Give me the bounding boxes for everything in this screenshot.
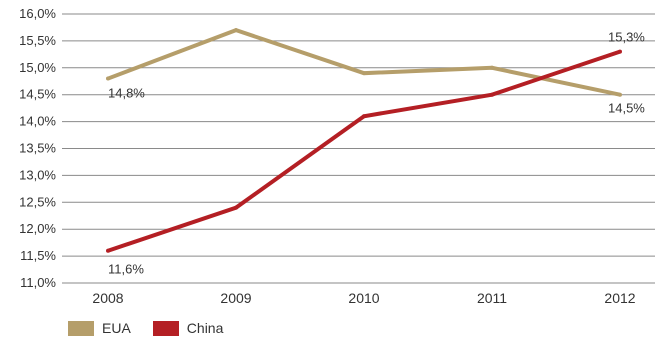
- data-point-china: [362, 114, 366, 119]
- data-point-eua: [106, 76, 110, 81]
- x-tick-label: 2011: [477, 290, 507, 306]
- data-label-china: 11,6%: [108, 262, 144, 277]
- data-label-china: 15,3%: [608, 30, 645, 45]
- series-line-china: [107, 49, 621, 253]
- legend-item-china: China: [152, 320, 224, 336]
- y-tick-label: 16,0%: [19, 6, 56, 21]
- x-tick-label: 2010: [348, 290, 379, 306]
- series-lines: [106, 28, 622, 253]
- data-point-eua: [618, 92, 622, 97]
- y-tick-label: 14,5%: [19, 87, 56, 102]
- legend-label-eua: EUA: [102, 320, 131, 336]
- data-point-china: [490, 92, 494, 97]
- y-tick-label: 15,5%: [19, 33, 56, 48]
- data-label-eua: 14,8%: [108, 86, 145, 101]
- y-tick-label: 11,5%: [20, 248, 56, 263]
- data-point-china: [234, 205, 238, 210]
- data-point-china: [618, 49, 622, 54]
- legend-item-eua: EUA: [68, 320, 131, 336]
- x-tick-label: 2008: [92, 290, 123, 306]
- y-tick-label: 12,0%: [19, 221, 56, 236]
- x-tick-label: 2009: [220, 290, 251, 306]
- y-tick-label: 13,0%: [19, 167, 56, 182]
- data-point-eua: [362, 71, 366, 76]
- data-labels: 14,8% 14,5% 11,6% 15,3%: [108, 30, 645, 277]
- legend-label-china: China: [186, 320, 224, 336]
- y-tick-label: 13,5%: [19, 141, 56, 156]
- y-tick-label: 11,0%: [20, 275, 56, 290]
- x-tick-label: 2012: [604, 290, 635, 306]
- y-tick-label: 15,0%: [19, 60, 56, 75]
- data-label-eua: 14,5%: [608, 101, 645, 116]
- y-tick-label: 12,5%: [19, 194, 56, 209]
- x-axis-ticks: 2008 2009 2010 2011 2012: [92, 290, 635, 306]
- y-axis-ticks: 11,0% 11,5% 12,0% 12,5% 13,0% 13,5% 14,0% 14,5%…: [19, 6, 56, 290]
- gridlines: [62, 13, 655, 284]
- series-line-eua: [107, 28, 621, 97]
- y-tick-label: 14,0%: [19, 114, 56, 129]
- legend-swatch-china: [152, 320, 179, 336]
- legend-swatch-eua: [68, 320, 94, 336]
- legend: EUA China: [68, 320, 223, 336]
- data-point-eua: [234, 28, 238, 33]
- data-point-eua: [490, 65, 494, 70]
- data-point-china: [106, 248, 110, 253]
